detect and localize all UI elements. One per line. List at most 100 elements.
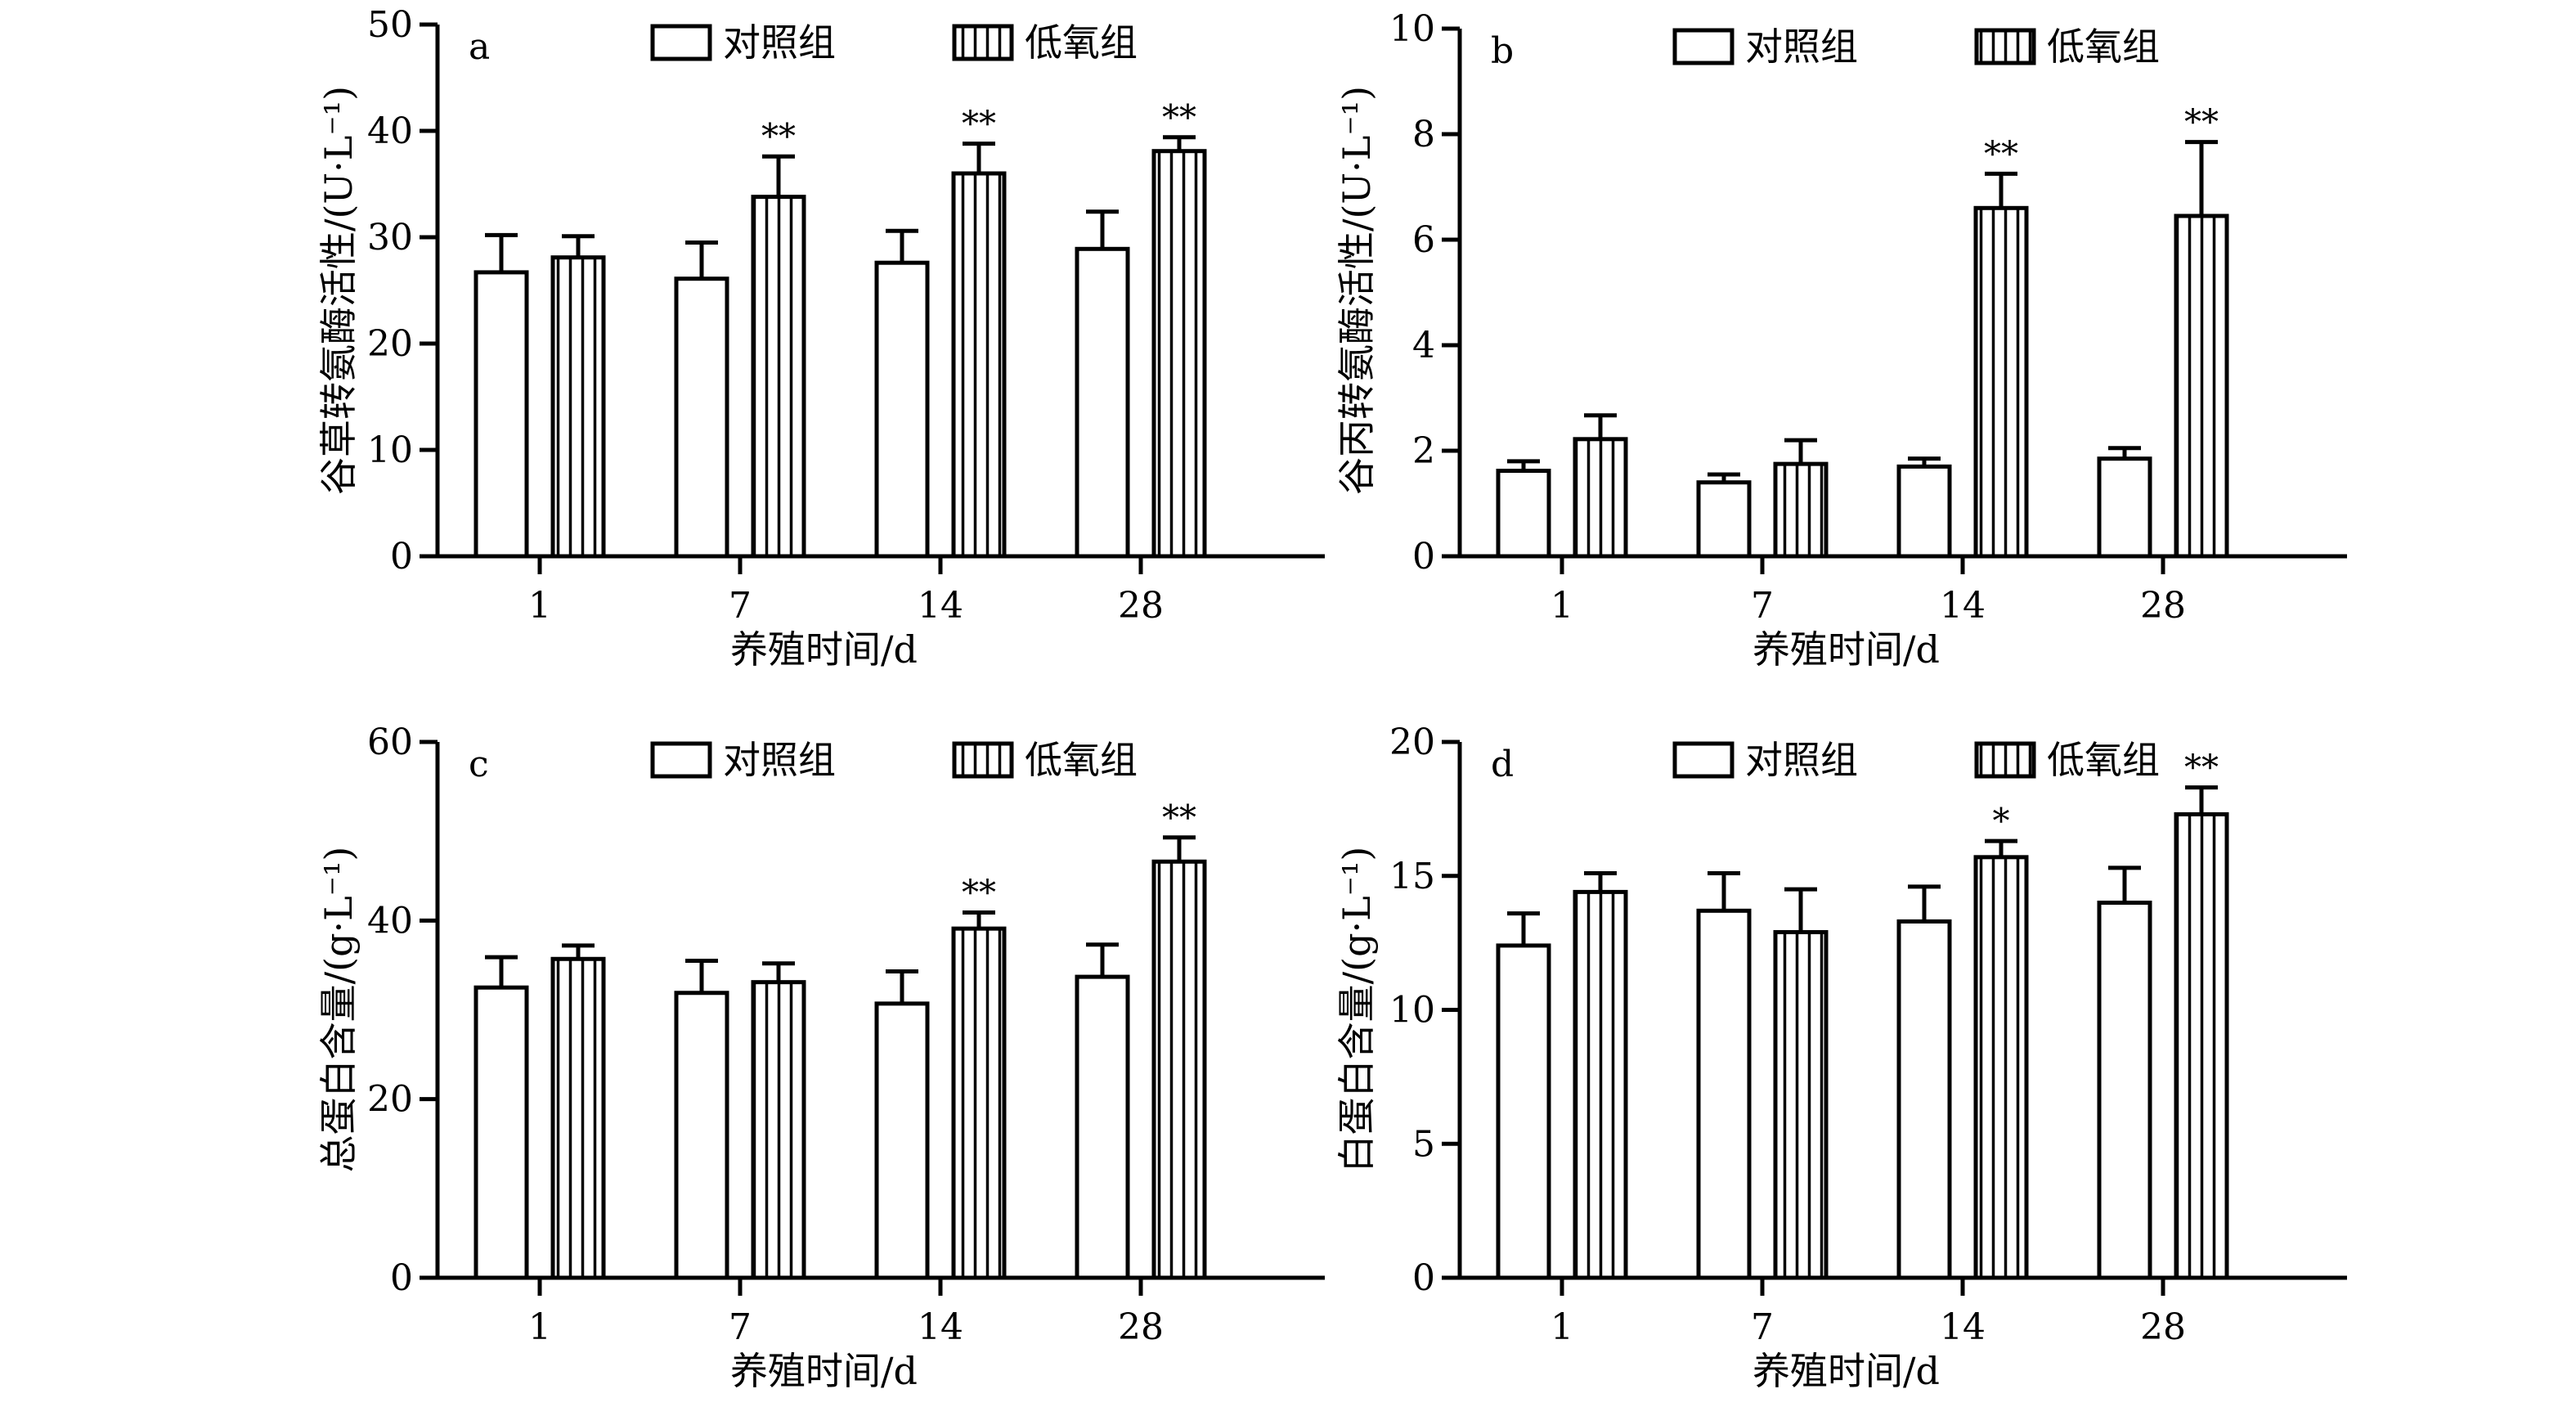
x-tick-label: 1 (1551, 1306, 1573, 1348)
legend-label-control: 对照组 (723, 20, 836, 65)
bar-hypoxia-day-1 (1573, 889, 1628, 1280)
x-tick-label: 28 (2140, 1306, 2186, 1348)
bar-control-day-14 (874, 1001, 930, 1280)
y-axis-title: 白蛋白含量/(g·L⁻¹) (1335, 847, 1379, 1173)
bar-hypoxia-day-7 (751, 195, 806, 559)
bar-control-day-14 (1896, 919, 1952, 1280)
y-tick-label: 40 (367, 900, 413, 942)
y-tick-label: 6 (1412, 219, 1435, 261)
chart-panel-c: c 对照组 低氧组 ** ** 0 20 40 60 1 7 14 28 养殖时间/d 总蛋白含量/(g·L… (316, 721, 1325, 1393)
bar-hypoxia-day-28 (2174, 214, 2229, 559)
panel-letter: d (1491, 744, 1514, 785)
bar-hypoxia-day-1 (550, 255, 606, 559)
bar-control-day-14 (874, 260, 930, 559)
y-tick-label: 60 (367, 721, 413, 763)
y-tick-label: 4 (1412, 325, 1435, 366)
legend-label-hypoxia: 低氧组 (1025, 738, 1138, 782)
bar-hypoxia-day-1 (1573, 437, 1628, 559)
legend-swatch-hypoxia (1974, 28, 2036, 65)
chart-panel-b: b 对照组 低氧组 ** ** 0 2 4 6 8 10 1 7 14 28 养殖时间/d 谷丙转氨酶活性/(U… (1335, 8, 2347, 672)
y-tick-label: 10 (1389, 8, 1435, 50)
x-tick-label: 14 (918, 1306, 963, 1348)
y-axis-title: 谷丙转氨酶活性/(U·L⁻¹) (1335, 86, 1379, 495)
chart-panel-a: a 对照组 低氧组 ** ** ** 0 10 20 30 40 50 1 7 14 28 养殖时间/d 谷草转氨… (316, 4, 1325, 672)
significance-mark: ** (962, 104, 996, 144)
y-tick-label: 10 (1389, 990, 1435, 1032)
y-tick-label: 0 (1412, 1257, 1435, 1299)
y-axis-title: 谷草转氨酶活性/(U·L⁻¹) (316, 86, 361, 495)
bar-control-day-28 (1075, 246, 1130, 559)
x-axis-title: 养殖时间/d (1752, 627, 1940, 672)
significance-mark: ** (761, 116, 796, 156)
significance-mark: ** (1984, 133, 2018, 173)
significance-mark: ** (2184, 748, 2219, 788)
bar-control-day-7 (674, 276, 729, 559)
x-tick-label: 7 (1751, 585, 1774, 627)
y-tick-label: 5 (1412, 1123, 1435, 1165)
legend-swatch-hypoxia (952, 24, 1014, 61)
bar-hypoxia-day-28 (2174, 811, 2229, 1280)
legend-label-control: 对照组 (1745, 25, 1858, 69)
x-tick-label: 1 (528, 1306, 551, 1348)
x-tick-label: 28 (2140, 585, 2186, 627)
significance-mark: ** (1162, 798, 1196, 838)
bar-control-day-1 (473, 270, 529, 559)
x-axis-title: 养殖时间/d (730, 1349, 918, 1393)
x-tick-label: 1 (528, 585, 551, 627)
legend-label-hypoxia: 低氧组 (1025, 20, 1138, 65)
bar-hypoxia-day-7 (1773, 461, 1829, 559)
bar-control-day-28 (2097, 901, 2152, 1280)
legend-swatch-control (650, 24, 712, 61)
bar-hypoxia-day-28 (1151, 149, 1207, 559)
legend-label-control: 对照组 (723, 738, 836, 782)
significance-mark: ** (1162, 97, 1196, 137)
x-tick-label: 7 (1751, 1306, 1774, 1348)
significance-mark: ** (962, 873, 996, 913)
panel-letter: c (469, 744, 489, 785)
bar-hypoxia-day-14 (951, 926, 1007, 1280)
bar-control-day-28 (1075, 974, 1130, 1280)
y-axis-title: 总蛋白含量/(g·L⁻¹) (316, 847, 361, 1173)
x-tick-label: 1 (1551, 585, 1573, 627)
significance-mark: ** (2184, 102, 2219, 142)
y-tick-label: 20 (367, 323, 413, 365)
y-tick-label: 20 (367, 1079, 413, 1121)
bar-hypoxia-day-28 (1151, 859, 1207, 1280)
legend-swatch-control (650, 741, 712, 779)
significance-mark: * (1993, 801, 2010, 841)
panel-letter: a (469, 26, 490, 68)
x-tick-label: 28 (1118, 585, 1164, 627)
bar-control-day-7 (1696, 480, 1752, 559)
y-tick-label: 0 (390, 536, 413, 578)
bar-hypoxia-day-14 (1973, 205, 2029, 559)
y-tick-label: 10 (367, 429, 413, 471)
bar-control-day-28 (2097, 456, 2152, 559)
bar-control-day-1 (1496, 943, 1551, 1280)
x-tick-label: 14 (1940, 585, 1986, 627)
bar-control-day-1 (1496, 469, 1551, 559)
y-tick-label: 2 (1412, 430, 1435, 472)
x-tick-label: 14 (918, 585, 963, 627)
bar-hypoxia-day-14 (1973, 855, 2029, 1280)
legend-swatch-control (1672, 741, 1735, 779)
y-tick-label: 30 (367, 217, 413, 258)
legend-label-control: 对照组 (1745, 738, 1858, 782)
legend-swatch-control (1672, 28, 1735, 65)
bar-control-day-14 (1896, 464, 1952, 559)
bar-hypoxia-day-1 (550, 956, 606, 1280)
y-tick-label: 0 (390, 1257, 413, 1299)
y-tick-label: 15 (1389, 856, 1435, 897)
panel-letter: b (1491, 30, 1514, 72)
x-tick-label: 28 (1118, 1306, 1164, 1348)
legend-swatch-hypoxia (1974, 741, 2036, 779)
x-tick-label: 7 (729, 585, 752, 627)
bar-hypoxia-day-7 (1773, 930, 1829, 1280)
bar-control-day-7 (674, 991, 729, 1280)
y-tick-label: 20 (1389, 721, 1435, 763)
x-tick-label: 14 (1940, 1306, 1986, 1348)
x-axis-title: 养殖时间/d (1752, 1349, 1940, 1393)
y-tick-label: 0 (1412, 536, 1435, 578)
legend-label-hypoxia: 低氧组 (2047, 738, 2160, 782)
